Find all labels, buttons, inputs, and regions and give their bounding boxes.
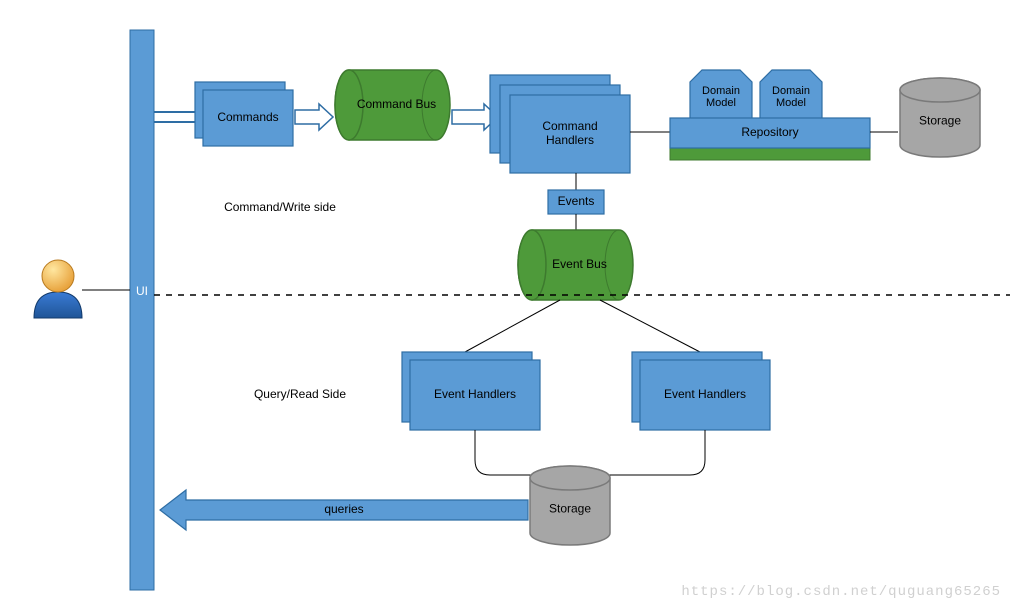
svg-text:Query/Read Side: Query/Read Side bbox=[254, 387, 346, 401]
svg-text:Command Bus: Command Bus bbox=[357, 97, 436, 111]
svg-text:Storage: Storage bbox=[549, 502, 591, 516]
svg-text:Event Handlers: Event Handlers bbox=[664, 387, 746, 401]
svg-text:Domain: Domain bbox=[702, 85, 740, 97]
svg-text:Command: Command bbox=[542, 119, 597, 133]
svg-text:Event Bus: Event Bus bbox=[552, 257, 607, 271]
svg-text:Command/Write side: Command/Write side bbox=[224, 200, 336, 214]
svg-text:Model: Model bbox=[776, 97, 806, 109]
svg-text:Handlers: Handlers bbox=[546, 133, 594, 147]
svg-text:Storage: Storage bbox=[919, 114, 961, 128]
svg-text:Commands: Commands bbox=[217, 110, 278, 124]
svg-text:Repository: Repository bbox=[741, 125, 798, 139]
diagram-canvas: UI Commands Command Bus CommandHandlers Doma… bbox=[0, 0, 1021, 610]
svg-text:Event Handlers: Event Handlers bbox=[434, 387, 516, 401]
svg-text:queries: queries bbox=[324, 502, 363, 516]
watermark-text: https://blog.csdn.net/quguang65265 bbox=[681, 584, 1001, 600]
svg-text:Events: Events bbox=[558, 194, 595, 208]
svg-text:UI: UI bbox=[136, 284, 148, 298]
svg-text:Model: Model bbox=[706, 97, 736, 109]
svg-text:Domain: Domain bbox=[772, 85, 810, 97]
